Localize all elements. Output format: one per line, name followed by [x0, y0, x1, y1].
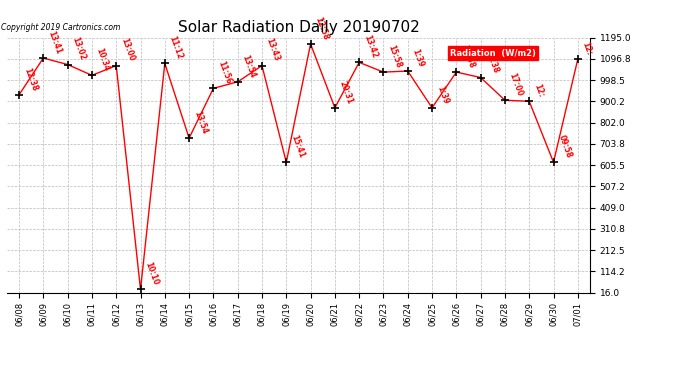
Point — [135, 286, 146, 292]
Text: 13:02: 13:02 — [70, 36, 87, 62]
Text: 15:41: 15:41 — [289, 134, 306, 159]
Text: 13:54: 13:54 — [192, 110, 208, 135]
Point — [475, 75, 486, 81]
Point — [159, 60, 170, 66]
Point — [500, 97, 511, 103]
Point — [426, 105, 437, 111]
Text: Radiation  (W/m2): Radiation (W/m2) — [450, 49, 536, 58]
Text: 1:39: 1:39 — [411, 47, 426, 68]
Text: 13:38: 13:38 — [459, 44, 476, 69]
Text: 09:58: 09:58 — [556, 134, 573, 159]
Point — [402, 68, 413, 74]
Point — [184, 135, 195, 141]
Text: 12:38: 12:38 — [22, 66, 39, 92]
Text: 12:: 12: — [532, 82, 545, 99]
Point — [572, 56, 583, 62]
Point — [232, 79, 243, 85]
Text: 1:39: 1:39 — [435, 84, 450, 105]
Point — [14, 92, 25, 98]
Point — [354, 59, 365, 65]
Point — [548, 159, 559, 165]
Text: 13:00: 13:00 — [119, 37, 136, 63]
Text: 11:12: 11:12 — [168, 35, 184, 61]
Text: Copyright 2019 Cartronics.com: Copyright 2019 Cartronics.com — [1, 23, 121, 32]
Text: 13:41: 13:41 — [46, 30, 63, 55]
Text: 13:42: 13:42 — [362, 34, 379, 60]
Point — [281, 159, 292, 165]
Text: 20:31: 20:31 — [337, 79, 355, 105]
Text: 13:54: 13:54 — [241, 53, 257, 79]
Point — [305, 41, 316, 47]
Point — [451, 69, 462, 75]
Text: 12:38: 12:38 — [484, 49, 500, 75]
Point — [329, 105, 340, 111]
Title: Solar Radiation Daily 20190702: Solar Radiation Daily 20190702 — [177, 20, 420, 35]
Point — [257, 63, 268, 69]
Point — [208, 86, 219, 92]
Point — [38, 55, 49, 61]
Text: 10:10: 10:10 — [144, 261, 160, 287]
Point — [110, 63, 121, 69]
Text: 10:34: 10:34 — [95, 47, 111, 73]
Point — [524, 98, 535, 104]
Text: 17:00: 17:00 — [508, 72, 524, 98]
Text: 11:56: 11:56 — [216, 60, 233, 86]
Point — [378, 69, 389, 75]
Text: 12:: 12: — [580, 40, 593, 56]
Point — [62, 62, 73, 68]
Text: 15:58: 15:58 — [386, 44, 403, 69]
Point — [86, 72, 97, 78]
Text: 13:43: 13:43 — [265, 37, 282, 63]
Text: 12:58: 12:58 — [313, 15, 330, 41]
